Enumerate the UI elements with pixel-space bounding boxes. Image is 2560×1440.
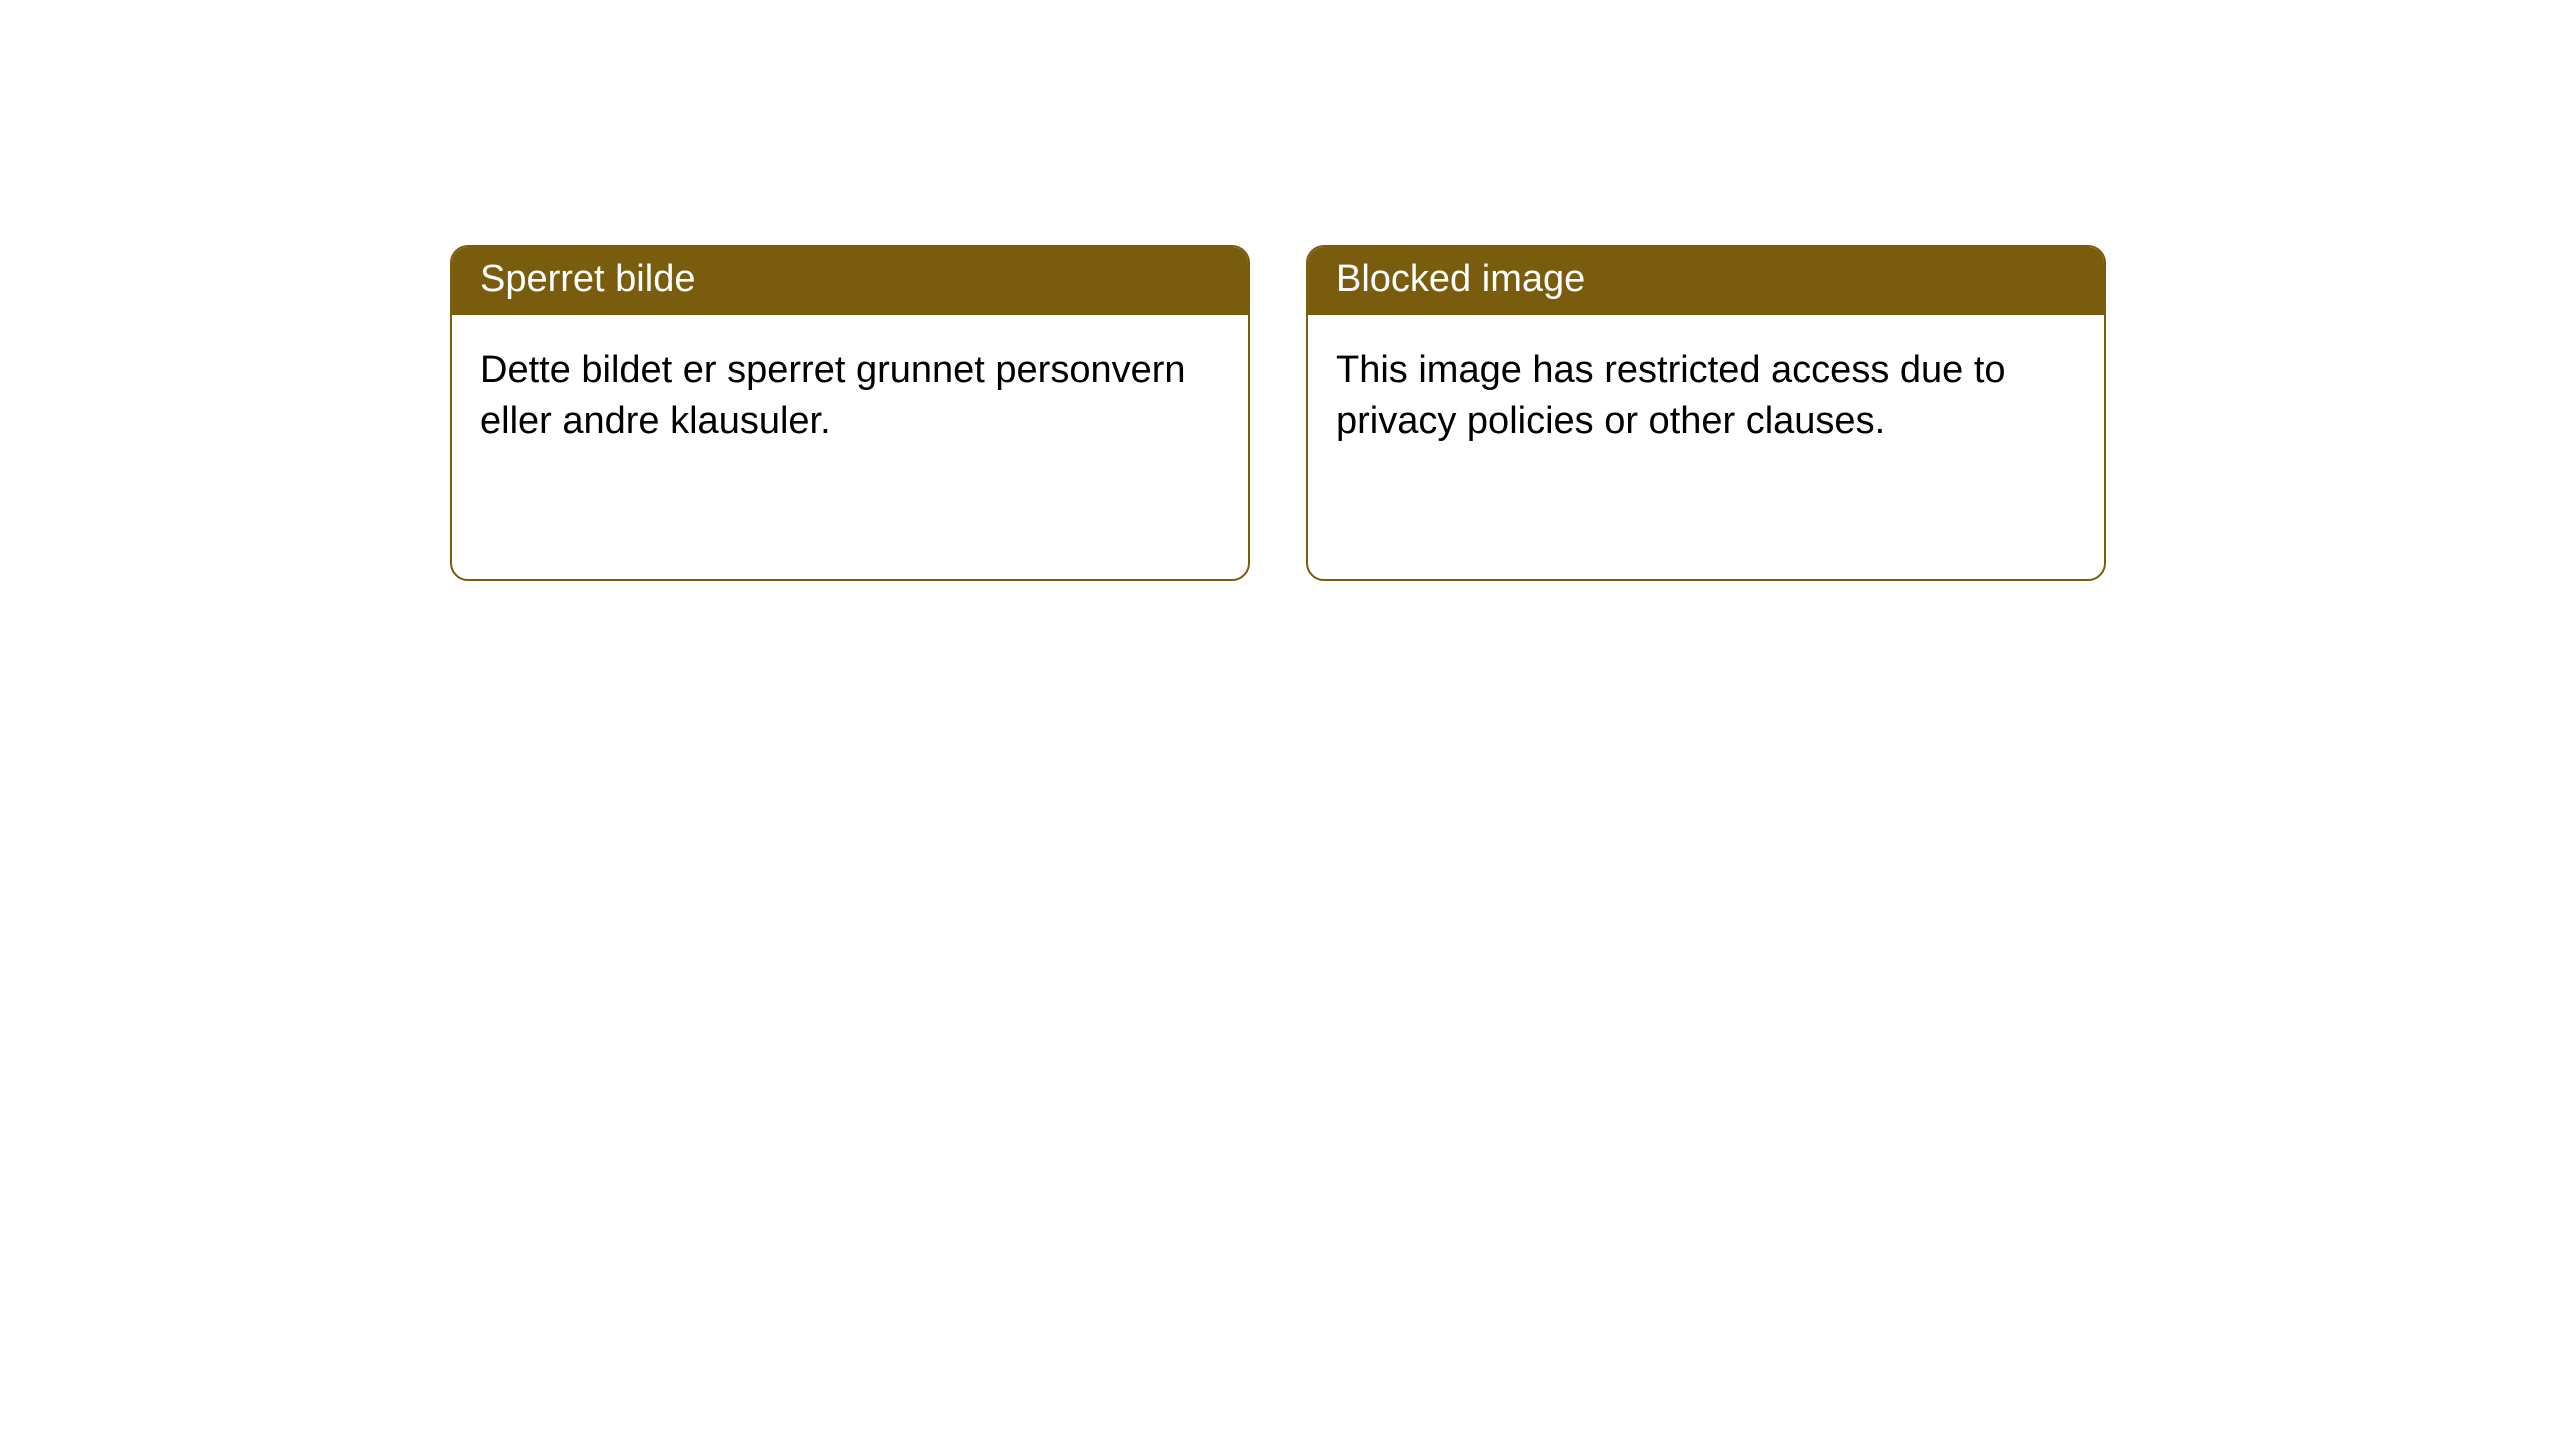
card-title-nb: Sperret bilde (452, 247, 1248, 315)
card-title-en: Blocked image (1308, 247, 2104, 315)
card-body-en: This image has restricted access due to … (1308, 315, 2104, 478)
blocked-image-card-nb: Sperret bilde Dette bildet er sperret gr… (450, 245, 1250, 581)
blocked-image-card-en: Blocked image This image has restricted … (1306, 245, 2106, 581)
card-body-nb: Dette bildet er sperret grunnet personve… (452, 315, 1248, 478)
notice-cards-container: Sperret bilde Dette bildet er sperret gr… (0, 0, 2560, 581)
